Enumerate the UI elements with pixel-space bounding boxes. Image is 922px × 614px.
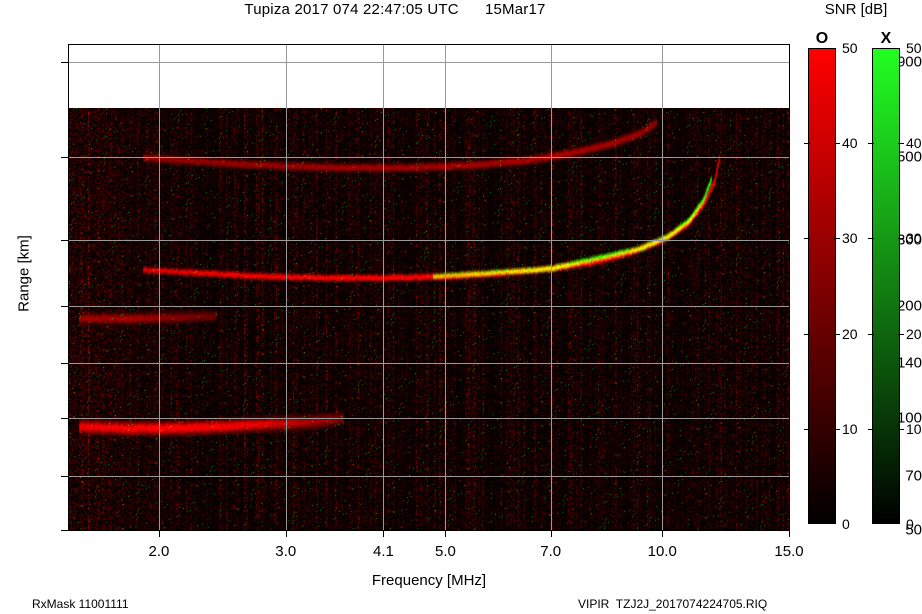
gridline-horizontal: [69, 157, 789, 158]
colorbar-tick-label: 50: [906, 40, 922, 56]
y-axis-tick-label: 70: [905, 467, 922, 485]
x-axis-tick-label: 5.0: [435, 543, 456, 560]
y-axis-tick: [61, 157, 68, 158]
colorbar-tick: [868, 334, 874, 335]
gridline-vertical: [551, 45, 552, 530]
colorbar-tick-label: 40: [906, 135, 922, 152]
colorbar-tick: [898, 334, 904, 335]
gridline-horizontal: [69, 418, 789, 419]
x-axis-tick-label: 15.0: [774, 543, 804, 560]
colorbar-tick: [834, 143, 840, 144]
y-axis-tick: [61, 476, 68, 477]
x-axis-tick: [286, 531, 287, 537]
colorbar-tick: [898, 429, 904, 430]
colorbar-tick: [834, 238, 840, 239]
ionogram-plot-area[interactable]: [69, 45, 789, 530]
y-axis-tick: [61, 418, 68, 419]
colorbar-tick-label: 20: [906, 325, 922, 342]
x-axis-tick: [551, 531, 552, 537]
gridline-vertical: [383, 45, 384, 530]
colorbar-o-gradient: [808, 48, 836, 524]
y-axis-label: Range [km]: [15, 235, 33, 312]
gridline-horizontal: [69, 306, 789, 307]
x-axis-tick: [789, 531, 790, 537]
colorbar-tick-label: 0: [842, 516, 850, 532]
gridline-vertical: [445, 45, 446, 530]
colorbar-tick: [898, 238, 904, 239]
colorbar-tick: [868, 238, 874, 239]
colorbar-tick: [804, 238, 810, 239]
y-axis-tick-label: 200: [896, 297, 922, 315]
colorbar-tick: [868, 143, 874, 144]
colorbar-tick: [898, 143, 904, 144]
x-axis-tick-label: 10.0: [647, 543, 677, 560]
colorbar-tick-label: 10: [906, 420, 922, 437]
x-axis-tick: [383, 531, 384, 537]
colorbar-tick-label: 30: [842, 230, 858, 247]
colorbar-tick: [868, 429, 874, 430]
colorbar-tick-label: 50: [842, 40, 858, 56]
ionogram-raster[interactable]: [69, 108, 789, 530]
gridline-vertical: [662, 45, 663, 530]
x-axis-tick-label: 2.0: [148, 543, 170, 560]
y-axis-tick-label: 300: [896, 231, 922, 249]
y-axis-tick-label: 50: [905, 521, 922, 539]
x-axis-label: Frequency [MHz]: [371, 572, 487, 589]
gridline-vertical: [286, 45, 287, 530]
colorbar-o-mode-label: O: [815, 30, 829, 47]
y-axis-tick-label: 900: [896, 53, 922, 71]
colorbar-tick: [834, 334, 840, 335]
y-axis-tick: [61, 306, 68, 307]
colorbar-tick: [804, 429, 810, 430]
y-axis-tick-label: 100: [896, 409, 922, 427]
gridline-vertical: [159, 45, 160, 530]
y-axis-tick: [61, 240, 68, 241]
colorbar-tick-label: 20: [842, 325, 858, 342]
gridline-horizontal: [69, 363, 789, 364]
colorbar-tick-label: 0: [906, 516, 914, 532]
gridline-horizontal: [69, 240, 789, 241]
y-axis-tick-label: 140: [896, 354, 922, 372]
colorbar-tick-label: 40: [842, 135, 858, 152]
x-axis-tick-label: 7.0: [540, 543, 562, 560]
colorbar-tick: [834, 429, 840, 430]
colorbar-tick-label: 10: [842, 420, 858, 437]
x-axis-tick: [662, 531, 663, 537]
colorbar-tick-label: 30: [906, 230, 922, 247]
page-title: Tupiza 2017 074 22:47:05 UTC 15Mar17: [244, 1, 546, 18]
y-axis-tick: [61, 530, 68, 531]
x-axis-tick: [159, 531, 160, 537]
colorbar-x-gradient: [872, 48, 900, 524]
x-axis-tick: [445, 531, 446, 537]
x-axis-tick-label: 4.1: [372, 543, 394, 560]
colorbar-tick: [804, 143, 810, 144]
x-axis-tick-label: 3.0: [275, 543, 297, 560]
source-file-label: VIPIR TZJ2J_2017074224705.RIQ: [578, 597, 768, 611]
gridline-horizontal: [69, 62, 789, 63]
y-axis-tick-label: 500: [896, 148, 922, 166]
colorbar-x-mode-label: X: [880, 30, 892, 47]
colorbar-title: SNR [dB]: [824, 1, 888, 18]
colorbar-tick: [804, 334, 810, 335]
y-axis-tick: [61, 363, 68, 364]
rxmask-label: RxMask 11001111: [32, 597, 129, 611]
gridline-horizontal: [69, 476, 789, 477]
y-axis-tick: [61, 62, 68, 63]
